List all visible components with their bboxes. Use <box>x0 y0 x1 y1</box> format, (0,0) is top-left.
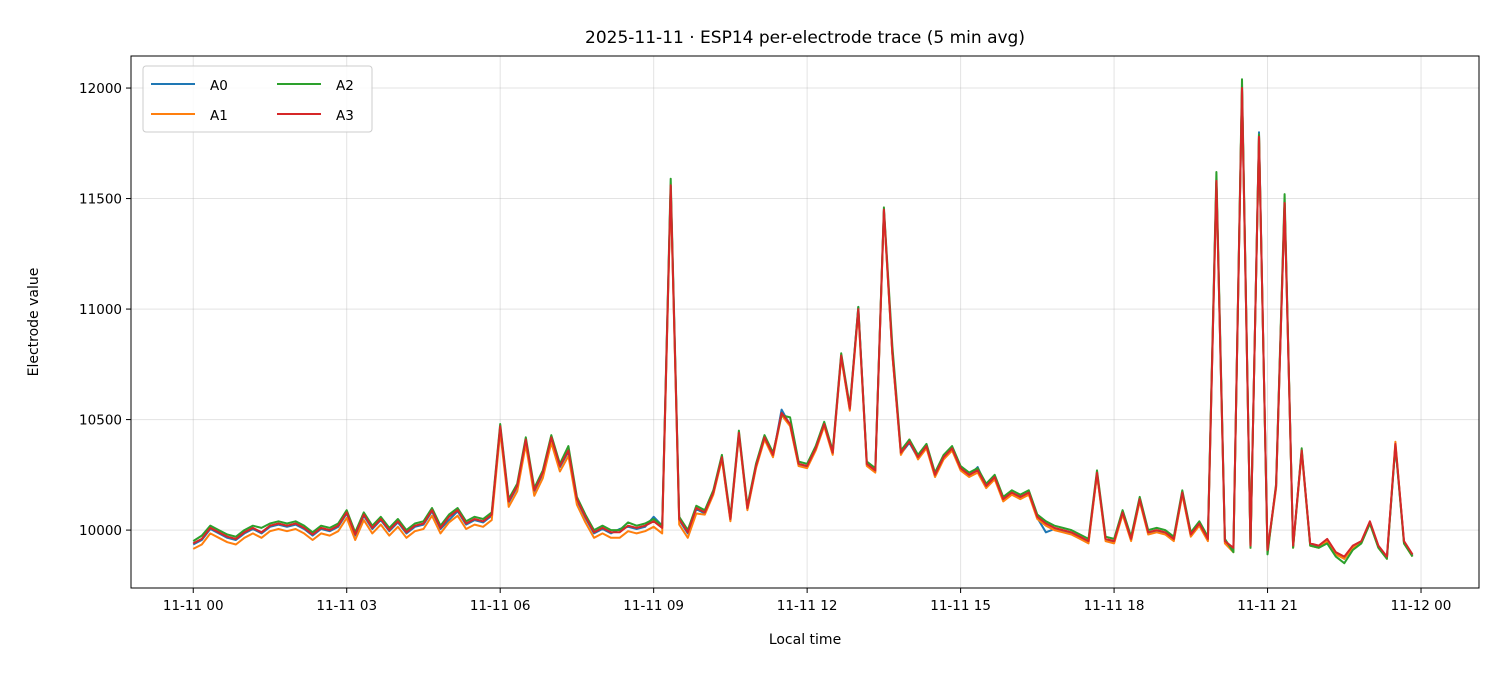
legend-label-a0: A0 <box>210 78 228 94</box>
series-lines <box>192 78 1414 565</box>
legend: A0 A1 A2 A3 <box>142 65 373 133</box>
y-tick-label: 10500 <box>79 413 122 429</box>
legend-label-a1: A1 <box>210 108 228 124</box>
x-tick-label: 11-11 18 <box>1084 598 1145 614</box>
x-axis-label: Local time <box>769 632 841 648</box>
x-tick-label: 11-11 09 <box>623 598 684 614</box>
y-axis-label: Electrode value <box>26 268 42 377</box>
chart-title: 2025-11-11 · ESP14 per-electrode trace (… <box>585 28 1025 48</box>
y-tick-label: 12000 <box>79 81 122 97</box>
legend-label-a2: A2 <box>336 78 354 94</box>
x-tick-label: 11-11 03 <box>316 598 377 614</box>
x-tick-label: 11-11 12 <box>777 598 838 614</box>
legend-box <box>142 65 373 133</box>
x-tick-label: 11-11 00 <box>163 598 224 614</box>
y-tick-label: 11000 <box>79 302 122 318</box>
y-tick-label: 11500 <box>79 192 122 208</box>
plot-frame <box>130 55 1480 589</box>
x-tick-label: 11-11 06 <box>470 598 531 614</box>
legend-label-a3: A3 <box>336 108 354 124</box>
y-tick-label: 10000 <box>79 523 122 539</box>
x-tick-label: 11-11 21 <box>1237 598 1298 614</box>
series-line-a3 <box>192 87 1414 558</box>
grid <box>131 56 1479 588</box>
x-axis: 11-11 00 11-11 03 11-11 06 11-11 09 11-11 12… <box>163 588 1451 614</box>
x-tick-label: 11-12 00 <box>1391 598 1452 614</box>
y-axis: 10000 10500 11000 11500 12000 <box>79 81 131 539</box>
x-tick-label: 11-11 15 <box>930 598 991 614</box>
